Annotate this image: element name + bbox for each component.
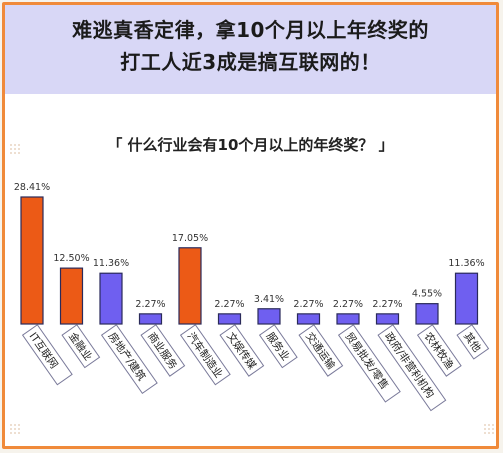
bar-10 (415, 303, 439, 325)
header-banner: 难逃真香定律，拿10个月以上年终奖的 打工人近3成是搞互联网的！ (5, 5, 496, 94)
decor-dot (492, 432, 494, 434)
decor-dot (484, 428, 486, 430)
category-tag-box-1 (61, 324, 101, 369)
category-tag-10: 农林牧渔 (416, 324, 462, 377)
category-tag-1: 金融业 (61, 324, 101, 369)
decor-dot (14, 144, 16, 146)
decor-dot (10, 144, 12, 146)
category-label-4: 汽车制造业 (185, 330, 226, 380)
bar-1 (59, 267, 84, 325)
decor-dot (10, 424, 12, 426)
decor-dot (18, 148, 20, 150)
decor-dot (18, 144, 20, 146)
decor-dot (10, 148, 12, 150)
category-tag-box-4 (179, 324, 231, 386)
decor-dot (18, 428, 20, 430)
category-label-2: 房地产/建筑 (106, 330, 149, 384)
decor-dot (492, 424, 494, 426)
bar-7 (296, 313, 321, 325)
decor-dot (14, 152, 16, 154)
decor-dot (488, 424, 490, 426)
decor-dot (18, 432, 20, 434)
bar-3 (138, 313, 163, 325)
bar-chart: 28.41%IT互联网12.50%金融业11.36%房地产/建筑2.27%商业服… (10, 144, 494, 434)
bar-11 (454, 272, 479, 325)
value-label-3: 2.27% (135, 299, 165, 310)
category-tag-box-3 (140, 324, 186, 377)
decor-dot (18, 424, 20, 426)
chart-title: 「 什么行业会有10个月以上的年终奖？ 」 (107, 136, 394, 154)
bar-6 (257, 308, 281, 325)
value-label-2: 11.36% (93, 258, 129, 269)
decor-dot (14, 148, 16, 150)
bar-0 (20, 196, 44, 325)
category-tag-box-7 (298, 324, 344, 377)
value-label-7: 2.27% (293, 299, 323, 310)
decor-dot (14, 428, 16, 430)
category-tag-box-6 (258, 324, 298, 369)
category-tag-7: 交通运输 (298, 324, 344, 377)
value-label-6: 3.41% (254, 294, 284, 305)
headline-line-1: 难逃真香定律，拿10个月以上年终奖的 (72, 18, 429, 42)
category-tag-5: 文娱传媒 (219, 324, 265, 377)
value-label-10: 4.55% (412, 289, 442, 300)
value-label-4: 17.05% (172, 233, 208, 244)
headline-line-2: 打工人近3成是搞互联网的！ (120, 50, 381, 74)
category-tag-box-2 (100, 324, 158, 395)
value-label-5: 2.27% (214, 299, 244, 310)
decor-dot (492, 428, 494, 430)
value-label-9: 2.27% (372, 299, 402, 310)
category-tag-box-9 (377, 324, 447, 412)
decor-dot (488, 428, 490, 430)
value-label-11: 11.36% (448, 258, 484, 269)
category-tag-box-8 (337, 324, 401, 403)
category-tag-3: 商业服务 (140, 324, 186, 377)
decor-dot (484, 432, 486, 434)
decor-dot (484, 424, 486, 426)
decor-dot (488, 432, 490, 434)
bar-8 (336, 313, 360, 325)
decor-dot (14, 424, 16, 426)
infographic-frame: 难逃真香定律，拿10个月以上年终奖的 打工人近3成是搞互联网的！ 「 什么行业会… (2, 2, 499, 449)
decor-dot (14, 432, 16, 434)
decor-dot (10, 432, 12, 434)
decor-dot (18, 152, 20, 154)
decor-dot (10, 428, 12, 430)
category-tag-box-11 (456, 324, 490, 360)
category-tag-box-0 (21, 324, 73, 386)
bar-5 (217, 313, 242, 325)
decor-dot (10, 152, 12, 154)
bar-4 (178, 247, 202, 325)
category-tag-11: 其他 (456, 324, 490, 360)
value-label-0: 28.41% (14, 182, 50, 193)
category-tag-box-10 (416, 324, 462, 377)
category-tag-box-5 (219, 324, 265, 377)
bar-9 (375, 313, 400, 325)
value-label-1: 12.50% (53, 253, 89, 264)
value-label-8: 2.27% (333, 299, 363, 310)
bar-2 (99, 272, 123, 325)
category-tag-6: 服务业 (258, 324, 298, 369)
